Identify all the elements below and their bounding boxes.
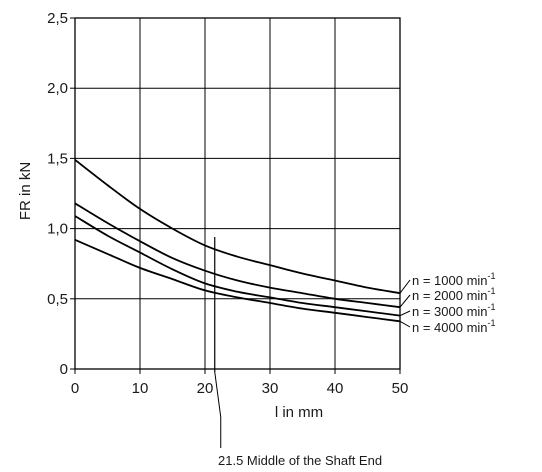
series-line-2	[74, 202, 401, 309]
annotation-label: 21.5 Middle of the Shaft End	[218, 453, 382, 468]
legend-leader-1	[399, 279, 411, 294]
series-lines	[74, 159, 401, 323]
x-axis-label: l in mm	[275, 404, 323, 421]
annotation-leader	[214, 371, 222, 448]
x-tick-label: 10	[132, 380, 149, 397]
y-tick-label: 0	[60, 361, 68, 378]
axes	[74, 17, 401, 370]
tick-labels: 0 10 20 30 40 50 0 0,5 1,0 1,5 2,0 2,5	[47, 10, 408, 397]
x-tick-label: 20	[197, 380, 214, 397]
x-tick-label: 30	[262, 380, 279, 397]
legend-leader-3	[399, 310, 411, 317]
y-axis-label: FR in kN	[17, 162, 34, 220]
y-tick-label: 1,5	[47, 150, 68, 167]
legend-leader-4	[399, 320, 411, 328]
annotation: 21.5 Middle of the Shaft End	[214, 237, 382, 468]
y-tick-label: 0,5	[47, 291, 68, 308]
plot-frame	[74, 17, 401, 370]
grid	[74, 17, 401, 370]
legend-label-2: n = 2000 min-1	[412, 286, 496, 303]
legend: n = 1000 min-1n = 2000 min-1n = 3000 min…	[399, 271, 496, 335]
legend-label-4: n = 4000 min-1	[412, 318, 496, 335]
y-tick-label: 2,5	[47, 10, 68, 27]
series-line-1	[74, 159, 401, 295]
series-line-4	[74, 238, 401, 323]
y-tick-label: 2,0	[47, 80, 68, 97]
x-tick-label: 40	[327, 380, 344, 397]
legend-leader-2	[399, 294, 411, 308]
x-tick-label: 0	[71, 380, 79, 397]
x-tick-label: 50	[392, 380, 409, 397]
legend-label-1: n = 1000 min-1	[412, 271, 496, 288]
y-tick-label: 1,0	[47, 221, 68, 238]
legend-label-3: n = 3000 min-1	[412, 302, 496, 319]
series-line-3	[74, 215, 401, 317]
